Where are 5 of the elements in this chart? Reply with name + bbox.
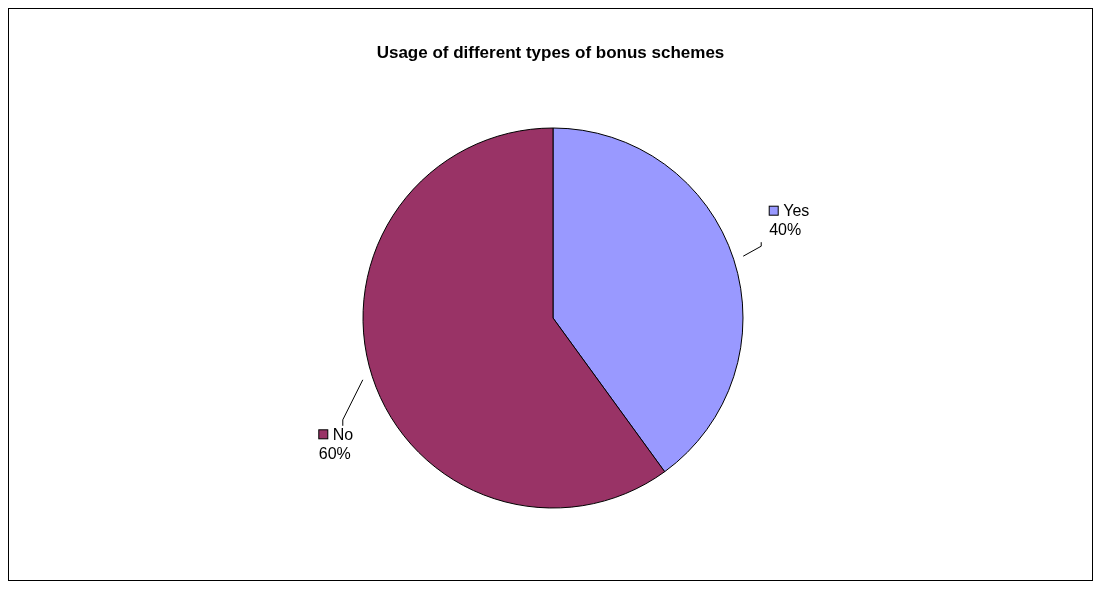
data-label: 40%: [769, 221, 802, 239]
data-label: 60%: [318, 444, 351, 462]
legend-label: Yes: [783, 202, 810, 220]
chart-title: Usage of different types of bonus schemes: [376, 43, 725, 62]
legend-label: No: [332, 425, 354, 443]
